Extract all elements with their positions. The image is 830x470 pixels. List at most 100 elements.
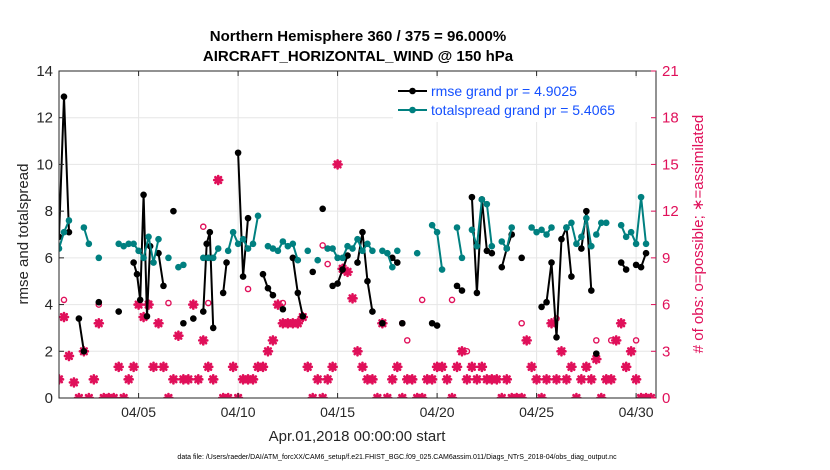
spread-point — [135, 247, 142, 255]
rmse-point — [558, 235, 565, 243]
y-right-tick-label: 9 — [662, 250, 670, 267]
obs-assimilated-point — [391, 361, 403, 373]
obs-assimilated-point — [396, 392, 408, 398]
spread-point — [234, 240, 242, 248]
rmse-point — [344, 252, 351, 259]
rmse-point — [593, 350, 600, 357]
spread-point — [334, 254, 341, 262]
obs-assimilated-point — [247, 374, 259, 385]
spread-point — [244, 245, 252, 252]
rmse-point — [115, 308, 122, 315]
rmse-point — [458, 287, 466, 294]
spread-point — [498, 238, 506, 245]
plot-frame — [58, 70, 657, 399]
y-right-axis-label: # of obs: o=possible; ∗=assimilated — [690, 115, 707, 354]
obs-assimilated-point — [605, 374, 617, 385]
spread-point — [175, 263, 182, 271]
obs-possible-point — [244, 285, 252, 293]
rmse-point — [60, 93, 68, 100]
obs-assimilated-point — [327, 361, 338, 373]
spread-point — [578, 233, 585, 241]
rmse-line — [222, 262, 228, 294]
rmse-point — [642, 249, 650, 257]
obs-assimilated-point — [59, 374, 65, 385]
spread-point — [204, 254, 212, 262]
obs-assimilated-point — [620, 361, 632, 373]
spread-point — [324, 245, 331, 252]
rmse-point — [133, 270, 141, 278]
rmse-point — [568, 273, 575, 280]
rmse-point — [206, 228, 214, 236]
rmse-point — [394, 259, 401, 266]
spread-point — [304, 247, 312, 255]
y-left-tick-label: 8 — [45, 203, 53, 220]
rmse-point — [379, 319, 386, 327]
obs-assimilated-point — [193, 374, 204, 385]
rmse-point — [538, 303, 545, 311]
rmse-point — [95, 298, 103, 306]
rmse-point — [140, 191, 147, 199]
obs-assimilated-point — [451, 361, 463, 373]
spread-point — [548, 224, 555, 231]
spread-point — [229, 228, 237, 236]
y-left-tick-label: 6 — [45, 250, 53, 267]
obs-assimilated-point — [466, 361, 478, 373]
spread-point — [59, 245, 63, 252]
rmse-point — [389, 254, 396, 262]
spread-point — [150, 259, 157, 266]
spread-point — [314, 256, 322, 264]
obs-possible-point — [518, 319, 525, 327]
y-left-axis-ticks: 0 2 4 6 8 10 12 14 — [36, 63, 64, 407]
spread-point — [389, 263, 396, 271]
obs-possible-point — [593, 337, 600, 344]
spread-point — [438, 266, 446, 273]
obs-assimilated-point — [645, 392, 656, 398]
y-left-tick-label: 12 — [36, 110, 53, 127]
obs-assimilated-point — [436, 361, 448, 373]
spread-point — [588, 242, 595, 250]
spread-point — [468, 226, 476, 234]
spread-point — [60, 228, 68, 236]
obs-assimilated-point — [446, 392, 458, 398]
y-left-tick-label: 0 — [45, 390, 53, 407]
obs-assimilated-point — [406, 374, 418, 385]
spread-point — [140, 254, 147, 262]
obs-possible-point — [403, 337, 411, 344]
rmse-point — [264, 284, 272, 292]
obs-assimilated-point — [571, 392, 582, 398]
rmse-point — [223, 259, 230, 266]
rmse-point — [428, 319, 436, 327]
obs-possible-point — [214, 176, 222, 184]
obs-assimilated-point — [610, 335, 622, 346]
obs-assimilated-point — [586, 374, 597, 385]
obs-assimilated-point — [302, 361, 314, 373]
obs-assimilated-point — [352, 345, 363, 357]
obs-assimilated-point — [357, 361, 368, 373]
obs-possible-point — [632, 337, 640, 344]
obs-assimilated-point — [541, 374, 552, 385]
spread-point — [568, 219, 575, 227]
chart-subtitle: AIRCRAFT_HORIZONTAL_WIND @ 150 hPa — [203, 48, 514, 65]
obs-assimilated-point — [426, 374, 438, 385]
obs-possible-point — [463, 347, 471, 355]
y-right-tick-label: 3 — [662, 343, 670, 360]
spread-point — [115, 240, 122, 248]
y-left-tick-label: 2 — [45, 343, 53, 360]
rmse-point — [637, 263, 645, 271]
obs-assimilated-point — [576, 374, 587, 385]
obs-possible-point — [165, 299, 172, 307]
obs-assimilated-point — [222, 392, 234, 398]
rmse-point — [170, 207, 177, 215]
spread-point — [394, 247, 401, 255]
legend-spread-marker — [409, 106, 416, 114]
spread-point — [632, 240, 640, 248]
rmse-point — [130, 259, 137, 266]
rmse-point — [294, 289, 302, 297]
obs-assimilated-point — [595, 392, 607, 398]
spread-point — [642, 240, 650, 248]
spread-point — [264, 242, 272, 250]
rmse-point — [453, 282, 461, 290]
y-left-axis-label: rmse and totalspread — [15, 164, 32, 305]
rmse-point — [354, 259, 361, 266]
